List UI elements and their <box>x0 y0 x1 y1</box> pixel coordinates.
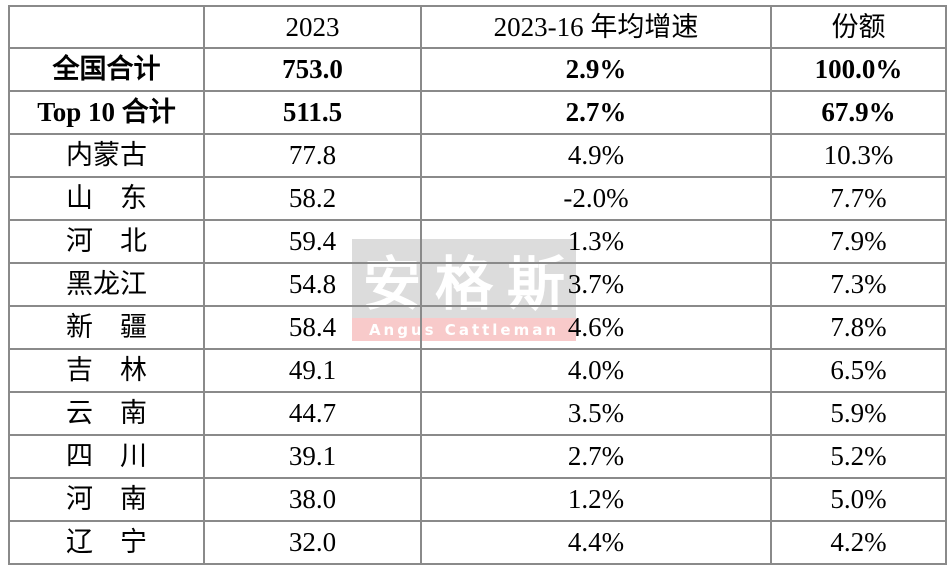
region-name-cell: 河 南 <box>8 477 205 522</box>
table-row-jilin: 吉 林 49.1 4.0% 6.5% <box>8 348 947 393</box>
growth-cell: 4.0% <box>420 348 772 393</box>
table-header-row: 2023 2023-16 年均增速 份额 <box>8 5 947 49</box>
region-name-cell: 四 川 <box>8 434 205 479</box>
value-2023-cell: 59.4 <box>203 219 422 264</box>
value-2023-cell: 39.1 <box>203 434 422 479</box>
table-row-neimenggu: 内蒙古 77.8 4.9% 10.3% <box>8 133 947 178</box>
value-2023-cell: 58.4 <box>203 305 422 350</box>
growth-cell: 1.3% <box>420 219 772 264</box>
share-cell: 7.3% <box>770 262 947 307</box>
beef-production-table: 2023 2023-16 年均增速 份额 全国合计 753.0 2.9% 100… <box>8 5 947 565</box>
growth-cell: 4.6% <box>420 305 772 350</box>
value-2023-cell: 32.0 <box>203 520 422 565</box>
growth-cell: 2.7% <box>420 434 772 479</box>
column-header-year: 2023 <box>203 5 422 49</box>
value-2023-cell: 38.0 <box>203 477 422 522</box>
growth-cell: 4.4% <box>420 520 772 565</box>
share-cell: 7.8% <box>770 305 947 350</box>
share-cell: 5.9% <box>770 391 947 436</box>
share-cell: 100.0% <box>770 47 947 92</box>
region-name-cell: Top 10 合计 <box>8 90 205 135</box>
value-2023-cell: 511.5 <box>203 90 422 135</box>
table-row-liaoning: 辽 宁 32.0 4.4% 4.2% <box>8 520 947 565</box>
share-cell: 7.9% <box>770 219 947 264</box>
region-name-cell: 新 疆 <box>8 305 205 350</box>
growth-cell: 1.2% <box>420 477 772 522</box>
share-cell: 6.5% <box>770 348 947 393</box>
table-row-hebei: 河 北 59.4 1.3% 7.9% <box>8 219 947 264</box>
value-2023-cell: 44.7 <box>203 391 422 436</box>
value-2023-cell: 58.2 <box>203 176 422 221</box>
region-name-cell: 辽 宁 <box>8 520 205 565</box>
share-cell: 10.3% <box>770 133 947 178</box>
share-cell: 5.2% <box>770 434 947 479</box>
region-name-cell: 河 北 <box>8 219 205 264</box>
column-header-share: 份额 <box>770 5 947 49</box>
region-name-cell: 吉 林 <box>8 348 205 393</box>
share-cell: 67.9% <box>770 90 947 135</box>
region-name-cell: 云 南 <box>8 391 205 436</box>
column-header-region <box>8 5 205 49</box>
growth-cell: 3.5% <box>420 391 772 436</box>
value-2023-cell: 54.8 <box>203 262 422 307</box>
table-row-heilongjiang: 黑龙江 54.8 3.7% 7.3% <box>8 262 947 307</box>
table-row-henan: 河 南 38.0 1.2% 5.0% <box>8 477 947 522</box>
value-2023-cell: 753.0 <box>203 47 422 92</box>
region-name-cell: 全国合计 <box>8 47 205 92</box>
table-row-sichuan: 四 川 39.1 2.7% 5.2% <box>8 434 947 479</box>
table-row-national-total: 全国合计 753.0 2.9% 100.0% <box>8 47 947 92</box>
value-2023-cell: 77.8 <box>203 133 422 178</box>
region-name-cell: 山 东 <box>8 176 205 221</box>
share-cell: 7.7% <box>770 176 947 221</box>
growth-cell: -2.0% <box>420 176 772 221</box>
share-cell: 5.0% <box>770 477 947 522</box>
growth-cell: 4.9% <box>420 133 772 178</box>
region-name-cell: 黑龙江 <box>8 262 205 307</box>
growth-cell: 2.9% <box>420 47 772 92</box>
table-row-xinjiang: 新 疆 58.4 4.6% 7.8% <box>8 305 947 350</box>
column-header-growth: 2023-16 年均增速 <box>420 5 772 49</box>
value-2023-cell: 49.1 <box>203 348 422 393</box>
table-row-yunnan: 云 南 44.7 3.5% 5.9% <box>8 391 947 436</box>
growth-cell: 2.7% <box>420 90 772 135</box>
table-row-top10-total: Top 10 合计 511.5 2.7% 67.9% <box>8 90 947 135</box>
growth-cell: 3.7% <box>420 262 772 307</box>
share-cell: 4.2% <box>770 520 947 565</box>
region-name-cell: 内蒙古 <box>8 133 205 178</box>
table-row-shandong: 山 东 58.2 -2.0% 7.7% <box>8 176 947 221</box>
